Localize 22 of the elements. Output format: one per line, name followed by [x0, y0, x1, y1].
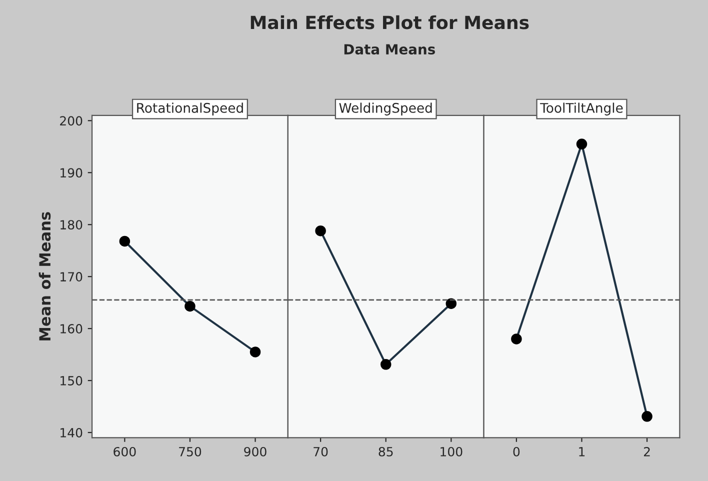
x-tick-label: 0: [513, 446, 520, 456]
x-tick-label: 750: [179, 446, 202, 456]
x-tick-label: 2: [644, 446, 650, 456]
x-tick-label: 600: [114, 446, 136, 456]
chart-title: RotationalSpeed: [137, 102, 243, 116]
y-tick-label: 150: [60, 376, 82, 386]
y-tick-label: 180: [60, 220, 82, 230]
x-tick-label: 100: [440, 446, 462, 456]
x-tick-label: 85: [378, 446, 393, 456]
x-tick-label: 900: [244, 446, 266, 456]
y-tick-label: 190: [60, 168, 82, 178]
chart-title: ToolTiltAngle: [540, 102, 623, 116]
text: Data Means: [344, 44, 435, 55]
chart-title: WeldingSpeed: [339, 102, 432, 116]
y-tick-label: 170: [60, 272, 82, 282]
y-axis-title: Mean of Means: [38, 212, 51, 340]
x-tick-label: 70: [314, 446, 328, 456]
y-tick-label: 200: [60, 116, 82, 126]
text: Main Effects Plot for Means: [250, 15, 529, 30]
y-tick-label: 140: [60, 428, 82, 438]
y-tick-label: 160: [60, 324, 82, 334]
x-tick-label: 1: [579, 447, 585, 456]
